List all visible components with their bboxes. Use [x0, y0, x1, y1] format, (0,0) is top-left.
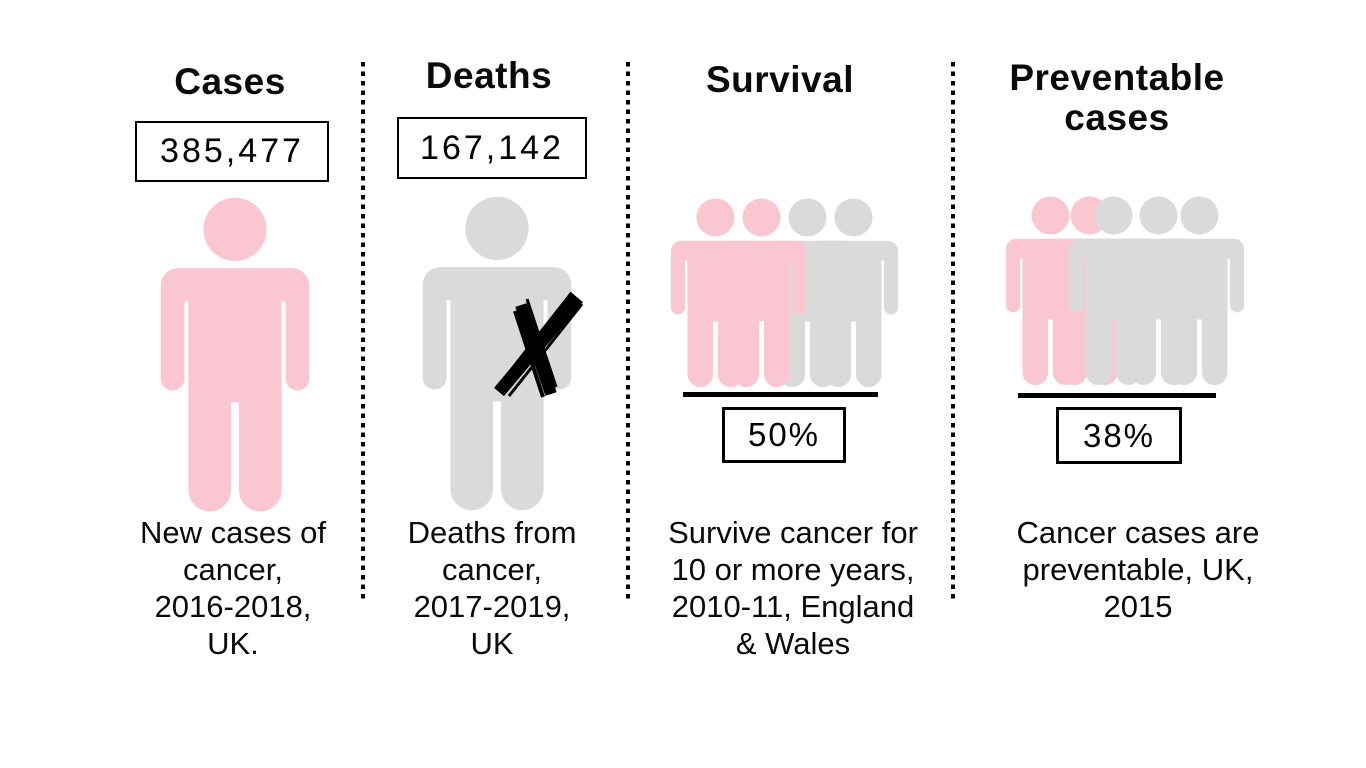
caption-survival: Survive cancer for 10 or more years, 201…	[668, 515, 918, 661]
panel-title-preventable: Preventable cases	[1009, 57, 1225, 138]
separator-line-1	[361, 62, 365, 599]
caption-cases: New cases of cancer, 2016-2018, UK.	[139, 515, 327, 661]
preventable-pct-box: 38%	[1056, 407, 1182, 464]
x-mark-icon	[494, 291, 584, 398]
cases-value-box: 385,477	[135, 121, 329, 182]
deaths-value: 167,142	[420, 128, 564, 167]
deaths-value-box: 167,142	[397, 117, 587, 179]
panel-title-cases: Cases	[174, 61, 286, 102]
survival-underline	[683, 392, 878, 397]
preventable-underline	[1018, 393, 1216, 398]
caption-preventable: Cancer cases are preventable, UK, 2015	[1016, 515, 1260, 624]
people-group-icon-preventable	[1005, 196, 1245, 386]
preventable-pct: 38%	[1082, 416, 1156, 454]
separator-line-3	[951, 62, 955, 599]
panel-title-deaths: Deaths	[425, 55, 553, 96]
caption-deaths: Deaths from cancer, 2017-2019, UK	[407, 515, 577, 661]
survival-pct: 50%	[747, 416, 821, 453]
people-group-icon-survival	[670, 198, 899, 388]
person-icon-cases	[160, 197, 310, 512]
separator-line-2	[626, 62, 630, 599]
panel-title-survival: Survival	[706, 59, 854, 100]
cases-value: 385,477	[160, 132, 304, 170]
survival-pct-box: 50%	[722, 407, 846, 463]
